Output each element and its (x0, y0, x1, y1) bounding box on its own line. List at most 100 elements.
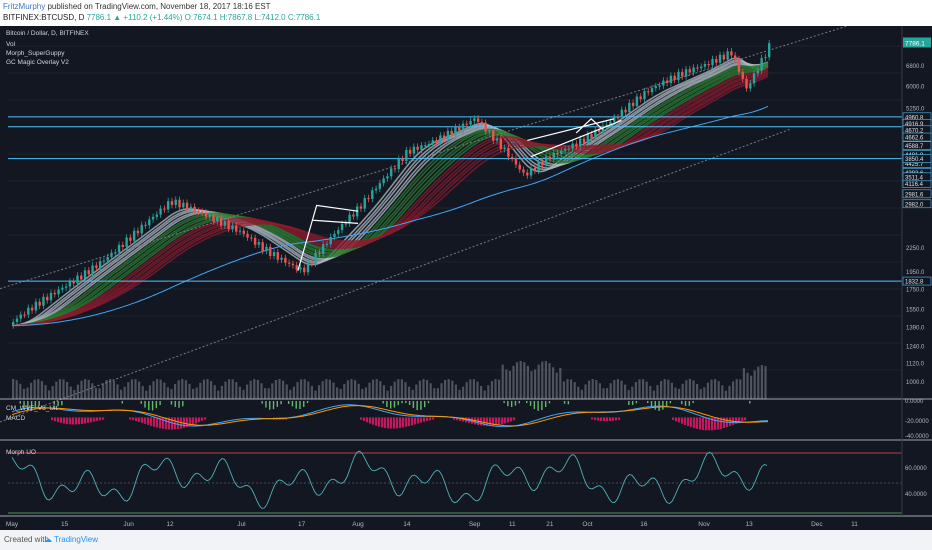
volume-bar (602, 388, 605, 399)
macd-hist-bar (495, 417, 498, 426)
candle-body (427, 143, 431, 146)
wvf-bar (261, 401, 263, 404)
indicator-name: Vol (6, 41, 16, 48)
volume-bar (418, 380, 421, 399)
candle-body (768, 43, 771, 58)
volume-bar (562, 381, 565, 399)
x-tick-label: 17 (298, 521, 306, 528)
indicator-name: Morph_SuperGuppy (6, 50, 65, 57)
volume-bar (303, 379, 306, 399)
volume-bar (242, 389, 245, 399)
wvf-bar (19, 401, 21, 404)
candle-body (616, 117, 620, 119)
volume-bar (98, 388, 101, 399)
wvf-title: CM_WVF_V3_Ult (6, 405, 57, 412)
volume-bar (656, 385, 659, 399)
level-label: 4960.8 (905, 115, 924, 121)
macd-hist-bar (399, 417, 402, 429)
candle-body (325, 244, 329, 246)
candle-body (136, 230, 140, 234)
volume-bar (69, 386, 72, 399)
macd-hist-bar (135, 417, 138, 421)
volume-bar (411, 389, 414, 399)
macd-hist-bar (738, 417, 741, 423)
volume-bar (87, 379, 90, 399)
volume-bar (620, 380, 623, 399)
volume-bar (177, 380, 180, 399)
candle-body (95, 265, 98, 268)
wvf-bar (669, 401, 672, 404)
candle-body (231, 225, 234, 230)
volume-bar (408, 386, 411, 399)
x-tick-label: 11 (509, 521, 516, 528)
tradingview-link[interactable]: TradingView (54, 535, 99, 544)
candle-body (306, 261, 310, 273)
volume-bar (487, 385, 490, 399)
volume-bar (66, 382, 69, 399)
level-label-box (902, 172, 932, 182)
candle-body (155, 214, 159, 217)
candle-body (639, 96, 642, 100)
ribbon-line (11, 61, 769, 327)
candle-body (439, 135, 442, 143)
volume-bar (404, 382, 407, 399)
x-tick-label: 13 (746, 521, 754, 528)
author-link[interactable]: FritzMurphy (3, 2, 46, 11)
candle-body (495, 138, 499, 141)
macd-hist-bar (423, 417, 426, 422)
volume-bar (717, 381, 720, 399)
volume-bar (436, 388, 439, 399)
candle-body (613, 117, 616, 122)
x-tick-label: Jul (237, 521, 246, 528)
volume-bar (616, 379, 619, 399)
volume-bar (458, 389, 461, 399)
volume-bar (274, 379, 277, 399)
candle-body (374, 188, 378, 191)
volume-bar (660, 381, 663, 399)
candle-body (151, 216, 155, 220)
volume-bar (454, 384, 457, 399)
candle-body (465, 123, 468, 125)
candle-body (665, 80, 669, 83)
volume-bar (523, 362, 526, 399)
macd-hist-bar (432, 417, 435, 420)
last-price-box (903, 37, 931, 48)
candle-body (386, 176, 389, 179)
candle-body (201, 211, 204, 213)
macd-hist-bar (177, 417, 180, 430)
candle-body (469, 120, 472, 125)
candle-body (544, 156, 548, 166)
price-chart[interactable]: 6800.06000.05250.04580.03850.02250.01950… (0, 26, 932, 530)
candle-body (586, 134, 589, 143)
volume-bar (534, 369, 537, 399)
candle-body (677, 71, 680, 80)
level-label: 4662.6 (905, 136, 924, 142)
macd-hist-bar (129, 417, 132, 420)
volume-bar (415, 384, 418, 399)
wvf-bar (650, 401, 653, 407)
volume-bar (332, 382, 335, 399)
candle-body (597, 129, 601, 132)
level-label: 2981.6 (905, 192, 924, 198)
macd-hist-bar (156, 417, 159, 428)
wvf-bar (174, 401, 176, 407)
wvf-bar (287, 401, 290, 404)
volume-bar (552, 367, 555, 399)
volume-bar (152, 381, 155, 399)
volume-bar (80, 380, 83, 399)
wvf-bar (647, 401, 649, 404)
candle-body (552, 152, 555, 160)
wvf-bar (412, 401, 415, 408)
y-tick-label: 2250.0 (906, 246, 925, 252)
volume-bar (714, 379, 717, 399)
volume-bar (94, 388, 97, 399)
candle-body (272, 252, 276, 257)
wvf-bar (537, 401, 539, 411)
volume-bar (292, 386, 295, 399)
volume-bar (692, 380, 695, 399)
volume-bar (19, 383, 22, 399)
volume-bar (519, 361, 522, 399)
wvf-bar (514, 401, 517, 406)
macd-hist-bar (456, 417, 459, 421)
volume-bar (336, 387, 339, 399)
